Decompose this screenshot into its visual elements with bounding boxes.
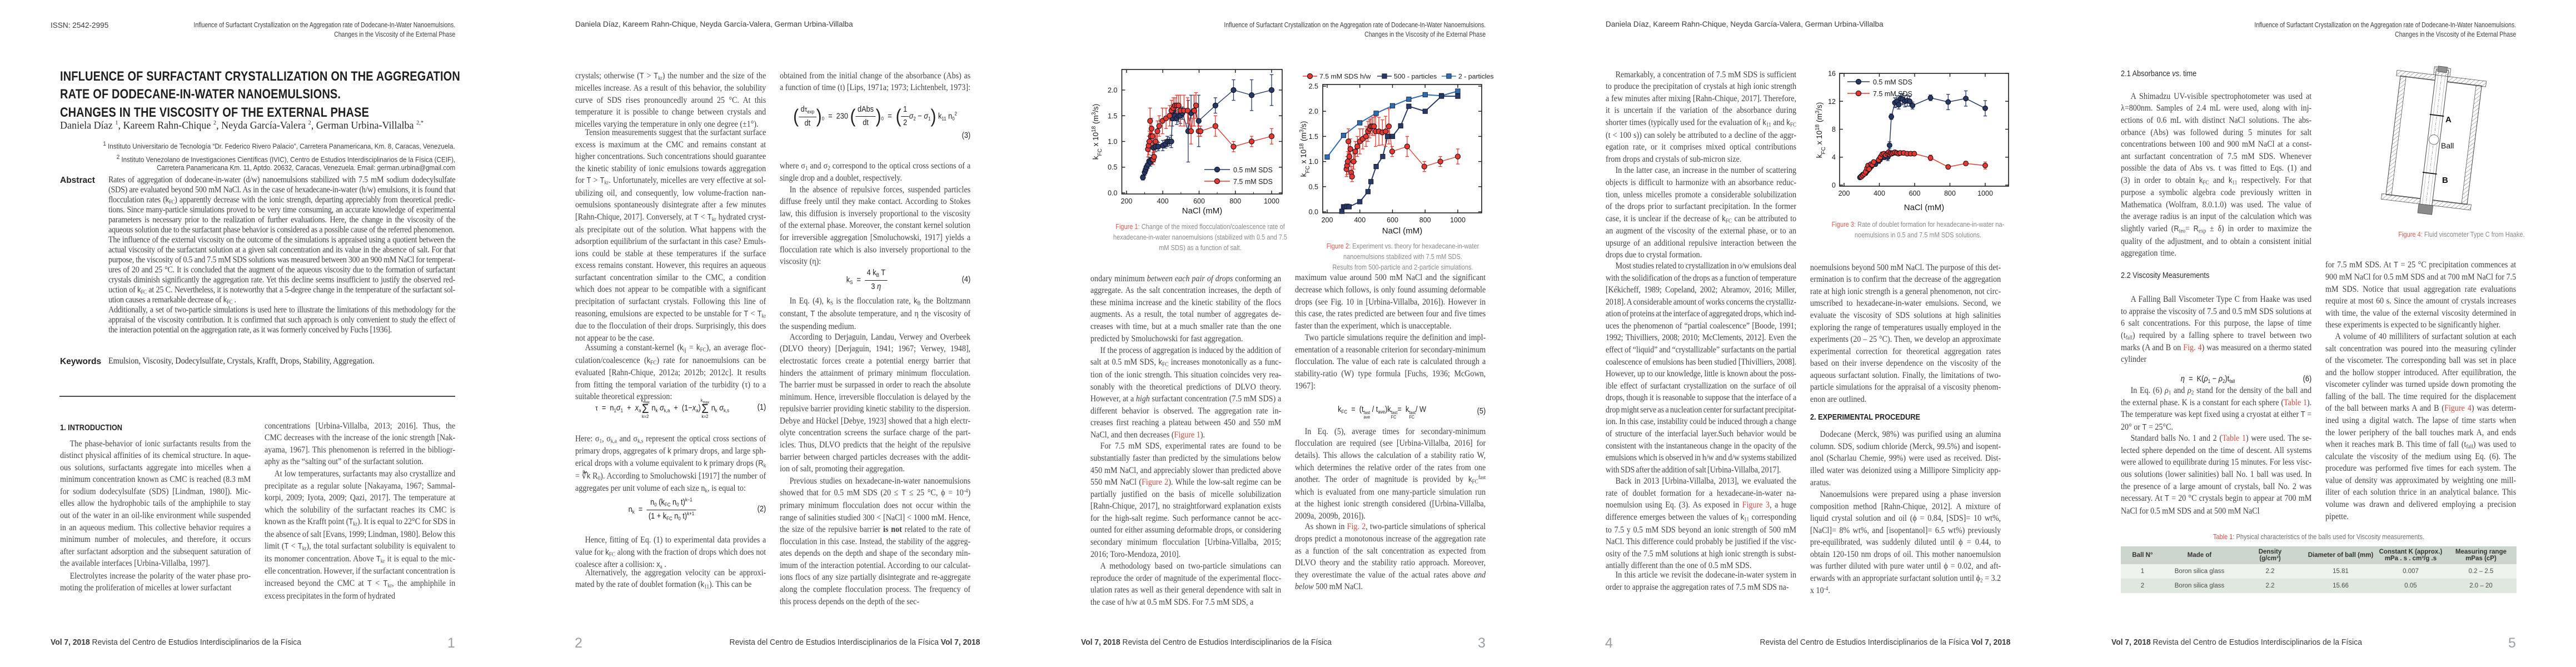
svg-text:NaCl (mM): NaCl (mM) [1182,206,1223,216]
svg-text:2.0: 2.0 [1108,87,1117,94]
svg-text:1000: 1000 [1264,197,1279,205]
svg-text:NaCl (mM): NaCl (mM) [1904,203,1945,212]
svg-text:1.0: 1.0 [1108,138,1117,146]
svg-text:A: A [2445,115,2452,125]
svg-text:800: 800 [1419,216,1431,224]
svg-text:600: 600 [1909,190,1921,197]
svg-text:1.5: 1.5 [1309,133,1318,141]
svg-text:kFC x 1018 (m3/s): kFC x 1018 (m3/s) [1299,121,1311,177]
svg-text:400: 400 [1157,197,1169,205]
svg-text:7.5 mM SDS: 7.5 mM SDS [1233,178,1273,186]
svg-text:kFC x 1018 (m3/s): kFC x 1018 (m3/s) [1815,102,1827,158]
svg-text:0.5: 0.5 [1108,163,1117,171]
svg-text:7.5 mM SDS h/w: 7.5 mM SDS h/w [1319,73,1371,81]
svg-text:200: 200 [1322,216,1333,224]
svg-text:1.0: 1.0 [1309,158,1318,166]
svg-text:0.5 mM SDS: 0.5 mM SDS [1873,78,1912,86]
svg-text:0.0: 0.0 [1309,208,1318,216]
svg-text:400: 400 [1874,190,1885,197]
svg-text:2.5: 2.5 [1309,83,1318,91]
svg-text:NaCl (mM): NaCl (mM) [1382,226,1423,236]
svg-text:7.5 mM SDS: 7.5 mM SDS [1873,90,1912,98]
svg-text:1.5: 1.5 [1108,112,1117,120]
svg-text:600: 600 [1193,197,1205,205]
svg-text:kFC x 1018 (m3/s): kFC x 1018 (m3/s) [1091,104,1103,160]
svg-text:16: 16 [1828,70,1836,78]
svg-text:400: 400 [1354,216,1366,224]
svg-text:800: 800 [1229,197,1241,205]
svg-text:0.5 mM SDS: 0.5 mM SDS [1233,166,1273,174]
svg-text:Ball: Ball [2441,141,2454,150]
svg-text:200: 200 [1838,190,1850,197]
svg-text:1000: 1000 [1977,190,1993,197]
svg-text:0: 0 [1832,182,1836,190]
svg-text:0.5: 0.5 [1309,183,1318,191]
svg-text:B: B [2442,176,2448,185]
svg-text:8: 8 [1832,126,1836,133]
svg-text:12: 12 [1828,98,1836,106]
svg-text:0.0: 0.0 [1108,190,1117,197]
svg-text:200: 200 [1121,197,1133,205]
svg-text:800: 800 [1944,190,1956,197]
svg-text:4: 4 [1832,153,1836,161]
svg-text:1000: 1000 [1450,216,1466,224]
svg-text:2 - particles: 2 - particles [1458,73,1494,81]
svg-text:2.0: 2.0 [1309,108,1318,116]
svg-text:600: 600 [1387,216,1398,224]
svg-text:500 - particles: 500 - particles [1394,73,1437,81]
